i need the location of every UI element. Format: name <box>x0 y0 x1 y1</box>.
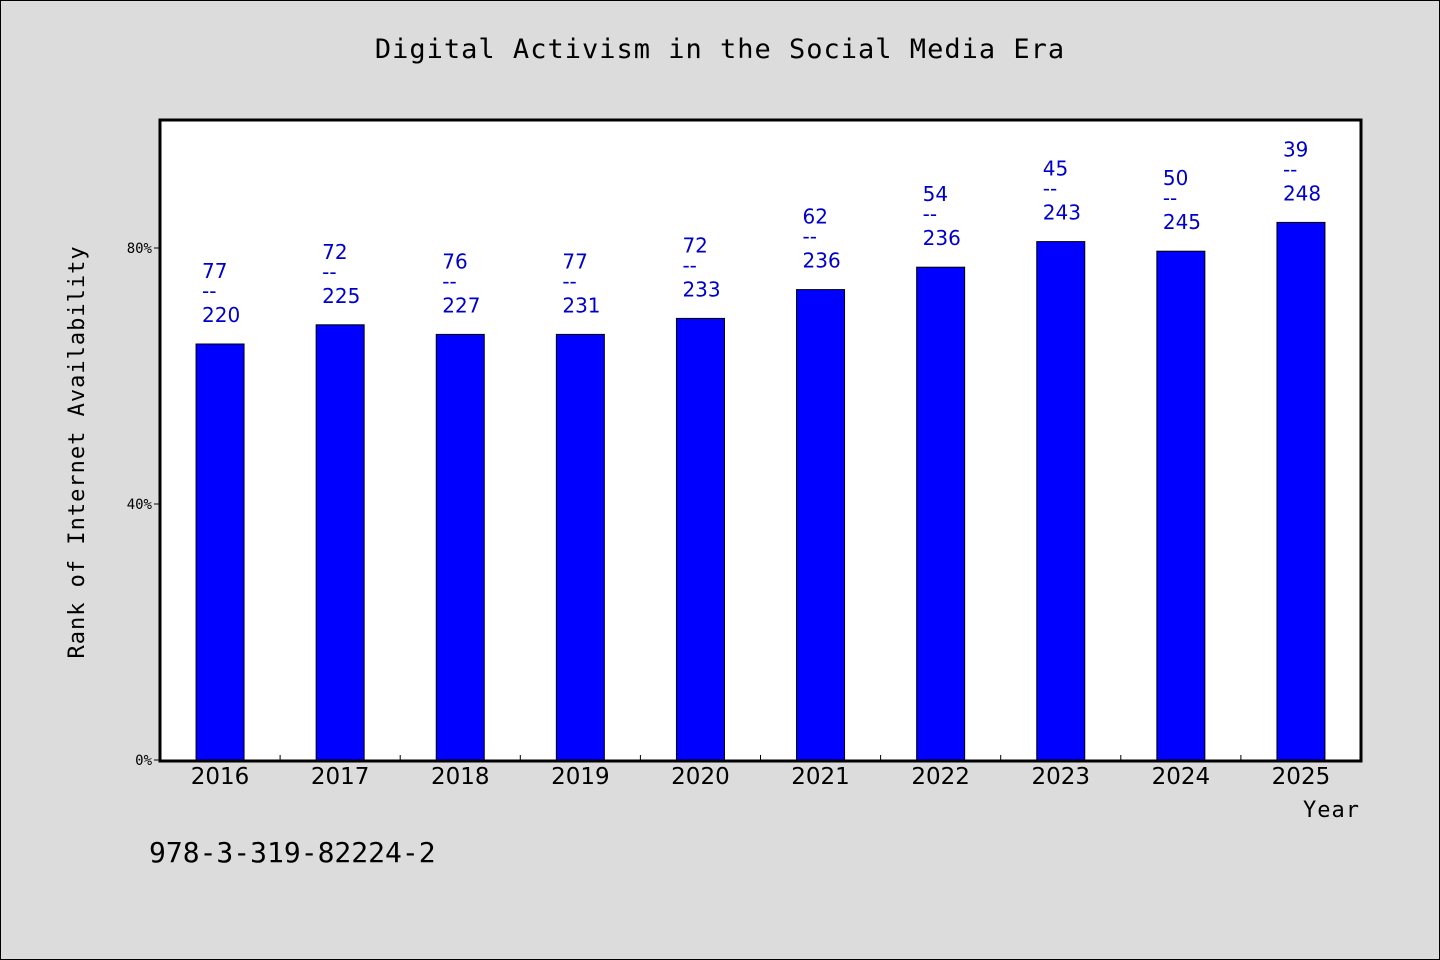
data-label-top-2017: 72 <box>322 240 347 264</box>
data-label-top-2022: 54 <box>923 182 948 206</box>
data-label-bottom-2016: 220 <box>202 303 240 327</box>
data-label-top-2019: 77 <box>562 249 587 273</box>
bar-2021 <box>796 289 846 761</box>
bar-2022 <box>916 266 966 761</box>
data-label-bottom-2017: 225 <box>322 284 360 308</box>
data-label-bottom-2018: 227 <box>442 293 480 317</box>
x-tick-label-2021: 2021 <box>791 764 850 790</box>
data-label-bottom-2022: 236 <box>923 226 961 250</box>
bar-2016 <box>195 343 245 761</box>
data-label-sep-2018: -- <box>442 269 456 293</box>
data-label-top-2020: 72 <box>682 233 707 257</box>
footer-identifier: 978-3-319-82224-2 <box>149 836 436 869</box>
data-label-bottom-2021: 236 <box>803 249 841 273</box>
data-label-sep-2025: -- <box>1283 157 1297 181</box>
data-label-bottom-2019: 231 <box>562 293 600 317</box>
data-label-top-2021: 62 <box>803 205 828 229</box>
y-axis-title: Rank of Internet Availability <box>65 245 90 658</box>
bar-2018 <box>435 333 485 761</box>
data-label-sep-2022: -- <box>923 202 937 226</box>
data-label-bottom-2025: 248 <box>1283 181 1321 205</box>
chart-title: Digital Activism in the Social Media Era <box>374 34 1066 65</box>
data-label-sep-2016: -- <box>202 279 216 303</box>
data-label-sep-2023: -- <box>1043 177 1057 201</box>
x-tick-label-2019: 2019 <box>551 764 610 790</box>
x-tick-label-2016: 2016 <box>191 764 250 790</box>
data-label-top-2018: 76 <box>442 249 467 273</box>
data-label-bottom-2020: 233 <box>682 277 720 301</box>
data-label-top-2023: 45 <box>1043 157 1068 181</box>
y-tick-label-40: 40% <box>127 497 153 513</box>
data-label-sep-2021: -- <box>803 225 817 249</box>
y-tick-label-0: 0% <box>135 753 152 769</box>
x-tick-label-2023: 2023 <box>1031 764 1090 790</box>
data-label-sep-2017: -- <box>322 260 336 284</box>
x-tick-label-2024: 2024 <box>1152 764 1211 790</box>
x-tick-label-2020: 2020 <box>671 764 730 790</box>
data-label-top-2024: 50 <box>1163 166 1188 190</box>
x-tick-label-2018: 2018 <box>431 764 490 790</box>
bar-2024 <box>1156 250 1206 761</box>
data-label-top-2025: 39 <box>1283 137 1308 161</box>
data-label-bottom-2023: 243 <box>1043 201 1081 225</box>
x-tick-label-2022: 2022 <box>911 764 970 790</box>
bar-2023 <box>1036 241 1086 761</box>
bar-2019 <box>555 333 605 761</box>
x-tick-label-2017: 2017 <box>311 764 370 790</box>
y-tick-label-80: 80% <box>127 241 153 257</box>
data-label-bottom-2024: 245 <box>1163 210 1201 234</box>
data-label-sep-2019: -- <box>562 269 576 293</box>
data-label-top-2016: 77 <box>202 259 227 283</box>
x-axis-title: Year <box>1303 798 1360 823</box>
data-label-sep-2024: -- <box>1163 186 1177 210</box>
bar-2025 <box>1276 221 1326 761</box>
bar-2017 <box>315 324 365 761</box>
bar-2020 <box>675 317 725 761</box>
x-tick-label-2025: 2025 <box>1272 764 1331 790</box>
data-label-sep-2020: -- <box>682 253 696 277</box>
